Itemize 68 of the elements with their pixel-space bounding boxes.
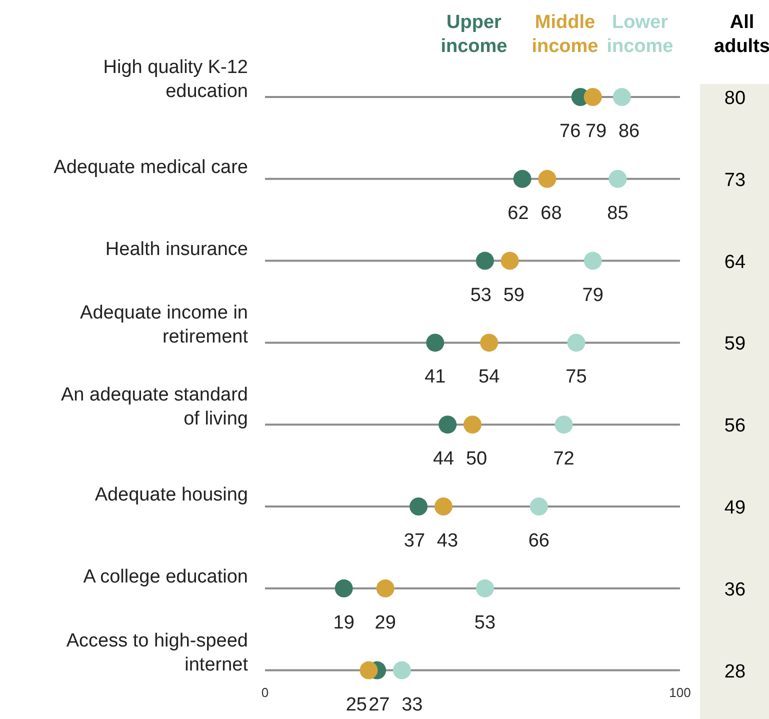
point <box>392 661 411 680</box>
data-label: 19 <box>333 612 354 634</box>
y-tick-label: High quality K-12 education <box>103 57 248 102</box>
text: 28 <box>724 661 746 682</box>
data-label: 68 <box>540 202 562 224</box>
point <box>608 170 627 188</box>
data-label: 53 <box>470 284 492 306</box>
point <box>426 334 444 352</box>
text: 49 <box>724 498 746 518</box>
data-label: 86 <box>618 121 640 142</box>
y-tick-label: Adequate housing <box>94 484 248 506</box>
series-label: Middle income <box>532 12 598 57</box>
text: 56 <box>724 416 746 437</box>
data-label: 25 <box>346 694 367 716</box>
data-label: 66 <box>528 530 550 552</box>
point <box>584 252 602 270</box>
series-label: Lower income <box>606 12 674 57</box>
point <box>554 416 573 434</box>
text: 80 <box>724 88 746 109</box>
data-label: 72 <box>553 448 574 470</box>
text: All adults <box>714 12 769 57</box>
data-label: 79 <box>585 121 607 142</box>
data-label: 85 <box>607 202 628 224</box>
data-label: 27 <box>368 694 390 716</box>
x-tick-label: 0 <box>261 685 269 700</box>
point <box>480 334 498 352</box>
text: 36 <box>724 579 746 600</box>
point <box>530 498 548 516</box>
point <box>567 334 586 352</box>
point <box>612 88 631 106</box>
y-tick-label: A college education <box>83 566 248 588</box>
point <box>513 170 532 188</box>
x-tick-label: 100 <box>669 685 691 700</box>
y-tick-label: Health insurance <box>105 238 248 260</box>
data-label: 76 <box>560 121 581 142</box>
point <box>538 170 556 188</box>
text: Upper income <box>440 12 508 57</box>
data-label: 41 <box>424 366 446 388</box>
point <box>410 498 428 516</box>
point <box>476 579 494 598</box>
data-label: 75 <box>566 366 587 388</box>
data-label: 54 <box>478 366 500 388</box>
data-label: 44 <box>432 448 455 470</box>
text: 73 <box>724 170 746 191</box>
data-label: 50 <box>466 448 488 470</box>
text: 59 <box>724 334 746 355</box>
text: 64 <box>724 252 746 273</box>
point <box>334 579 353 598</box>
y-tick-label: Adequate income in retirement <box>80 302 249 348</box>
point <box>434 498 452 516</box>
data-label: 43 <box>436 530 458 552</box>
y-tick-label: An adequate standard of living <box>61 384 248 430</box>
point <box>476 252 494 270</box>
point <box>584 88 602 106</box>
y-tick-label: Access to high-speed internet <box>66 630 249 676</box>
data-label: 33 <box>402 694 423 716</box>
point <box>376 579 394 598</box>
data-label: 53 <box>474 612 496 634</box>
point <box>360 661 378 680</box>
data-label: 79 <box>582 284 604 306</box>
point <box>500 252 519 270</box>
point <box>464 416 482 434</box>
data-label: 29 <box>374 612 396 634</box>
point <box>438 416 457 434</box>
data-label: 37 <box>404 530 426 552</box>
data-label: 62 <box>508 202 529 224</box>
y-tick-label: Adequate medical care <box>54 156 248 178</box>
data-label: 59 <box>503 284 524 306</box>
